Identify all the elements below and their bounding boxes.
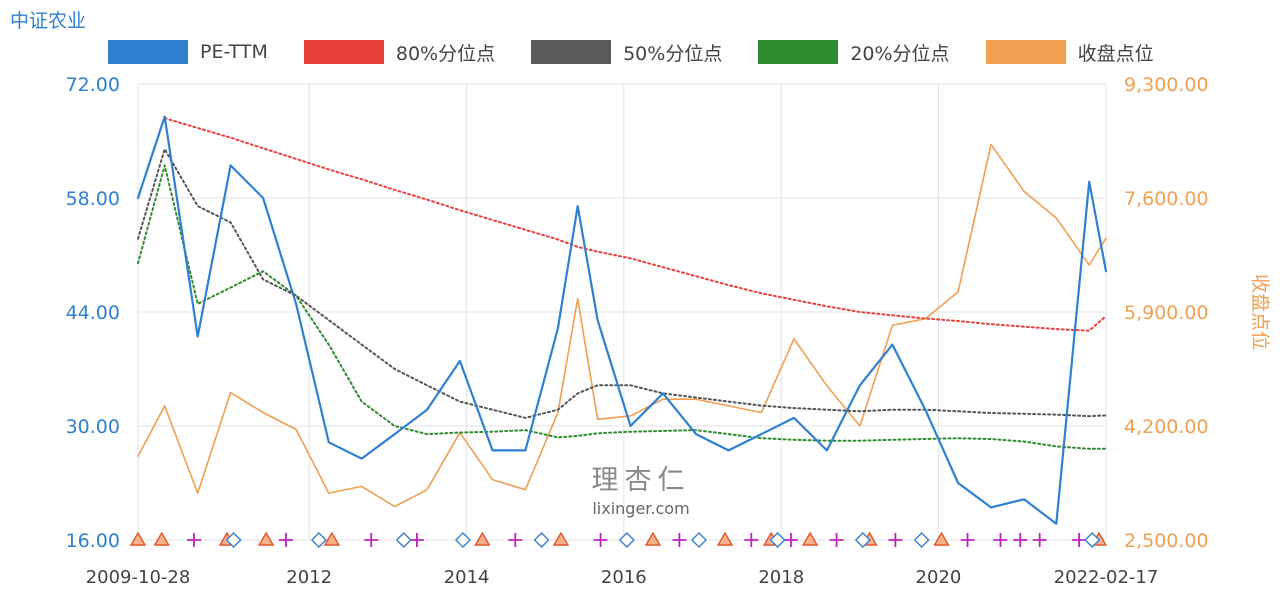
marker-plus xyxy=(508,533,523,547)
legend-item-p50[interactable]: 50%分位点 xyxy=(531,39,722,66)
x-tick-label: 2009-10-28 xyxy=(86,567,191,588)
x-tick-label: 2014 xyxy=(444,567,490,588)
watermark-logo: 理杏仁 xyxy=(591,465,691,496)
x-tick-label: 2022-02-17 xyxy=(1054,567,1159,588)
series-line-80-percentile xyxy=(163,117,1107,332)
marker-triangle xyxy=(801,531,819,546)
marker-diamond xyxy=(454,532,471,548)
x-tick-label: 2018 xyxy=(758,567,804,588)
series-line-pe-ttm xyxy=(136,115,1108,525)
marker-plus xyxy=(783,533,798,547)
y-left-tick-label: 44.00 xyxy=(66,302,120,324)
legend-swatch-p80 xyxy=(303,40,384,64)
legend-item-p20[interactable]: 20%分位点 xyxy=(758,39,950,66)
marker-diamond xyxy=(769,532,786,548)
legend-label-p80: 80%分位点 xyxy=(395,42,496,65)
marker-triangle xyxy=(716,531,734,546)
marker-triangle xyxy=(323,531,341,546)
marker-triangle xyxy=(933,531,950,546)
legend-item-p80[interactable]: 80%分位点 xyxy=(303,39,496,66)
marker-diamond xyxy=(1084,532,1101,548)
marker-plus xyxy=(593,533,608,547)
marker-triangle xyxy=(257,531,275,546)
watermark-url: lixinger.com xyxy=(592,499,690,518)
y-left-tick-label: 58.00 xyxy=(66,188,120,210)
chart-title: 中证农业 xyxy=(10,10,87,32)
marker-plus xyxy=(1013,533,1028,547)
x-tick-label: 2012 xyxy=(286,567,332,588)
legend-item-pe[interactable]: PE-TTM xyxy=(108,40,268,64)
x-tick-label: 2016 xyxy=(601,567,647,588)
marker-plus xyxy=(1072,533,1087,547)
marker-triangle xyxy=(153,531,170,546)
series-line-close xyxy=(137,143,1107,508)
x-tick-label: 2020 xyxy=(916,567,962,588)
legend-swatch-pe xyxy=(108,40,188,64)
marker-triangle xyxy=(552,531,570,546)
marker-plus xyxy=(960,533,975,547)
watermark: 理杏仁 lixinger.com xyxy=(576,458,706,518)
y-left-tick-label: 30.00 xyxy=(66,416,120,438)
marker-diamond xyxy=(310,532,327,548)
marker-plus xyxy=(672,533,687,547)
legend-label-close: 收盘点位 xyxy=(1077,42,1154,65)
marker-plus xyxy=(993,533,1008,547)
marker-plus xyxy=(186,533,201,547)
chart-legend: PE-TTM 80%分位点 50%分位点 20%分位点 收盘点位 xyxy=(108,38,1190,66)
marker-diamond xyxy=(854,532,871,548)
marker-diamond xyxy=(913,532,930,548)
y-left-tick-label: 16.00 xyxy=(66,530,120,552)
marker-plus xyxy=(278,533,293,547)
legend-swatch-close xyxy=(985,40,1066,64)
legend-item-close[interactable]: 收盘点位 xyxy=(985,39,1154,66)
marker-plus xyxy=(1032,533,1047,547)
y-left-tick-label: 72.00 xyxy=(66,74,120,96)
series-line-50-percentile xyxy=(137,148,1107,419)
marker-diamond xyxy=(618,532,635,548)
y-right-axis-title: 收盘点位 xyxy=(1249,274,1271,350)
series-line-20-percentile xyxy=(137,164,1107,450)
marker-plus xyxy=(888,533,903,547)
legend-swatch-p50 xyxy=(531,40,612,64)
marker-diamond xyxy=(225,532,242,548)
y-right-tick-label: 4,200.00 xyxy=(1124,416,1209,438)
marker-diamond xyxy=(533,532,550,548)
marker-plus xyxy=(829,533,844,547)
legend-label-p20: 20%分位点 xyxy=(850,42,950,65)
marker-triangle xyxy=(129,531,147,546)
legend-swatch-p20 xyxy=(758,40,839,64)
marker-plus xyxy=(409,533,424,547)
y-right-tick-label: 2,500.00 xyxy=(1124,530,1209,552)
y-right-tick-label: 7,600.00 xyxy=(1124,188,1209,210)
marker-plus xyxy=(744,533,759,547)
legend-label-p50: 50%分位点 xyxy=(623,42,723,65)
marker-diamond xyxy=(395,532,412,548)
marker-triangle xyxy=(644,531,662,546)
marker-triangle xyxy=(474,531,491,546)
y-right-tick-label: 5,900.00 xyxy=(1124,302,1209,324)
marker-diamond xyxy=(690,532,707,548)
legend-label-pe: PE-TTM xyxy=(200,41,268,63)
marker-plus xyxy=(364,533,379,547)
y-right-tick-label: 9,300.00 xyxy=(1124,74,1209,96)
